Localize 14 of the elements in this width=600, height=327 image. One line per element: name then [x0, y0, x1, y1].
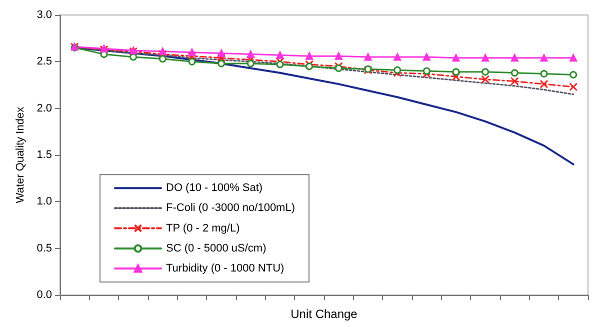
- y-axis-title: Water Quality Index: [14, 106, 26, 204]
- legend-label: F-Coli (0 -3000 no/100mL): [166, 202, 296, 214]
- legend-label: Turbidity (0 - 1000 NTU): [166, 262, 284, 274]
- y-tick-label: 2.0: [36, 102, 52, 114]
- y-tick-label: 3.0: [36, 9, 52, 21]
- legend-label: DO (10 - 100% Sat): [166, 182, 263, 194]
- y-tick-label: 0.0: [36, 289, 52, 301]
- legend-label: TP (0 - 2 mg/L): [166, 222, 240, 234]
- y-tick-label: 0.5: [36, 242, 52, 254]
- x-axis-title: Unit Change: [290, 306, 358, 321]
- y-tick-label: 1.0: [36, 196, 52, 208]
- y-tick-label: 2.5: [36, 56, 52, 68]
- y-tick-label: 1.5: [36, 149, 52, 161]
- legend-label: SC (0 - 5000 uS/cm): [166, 242, 266, 254]
